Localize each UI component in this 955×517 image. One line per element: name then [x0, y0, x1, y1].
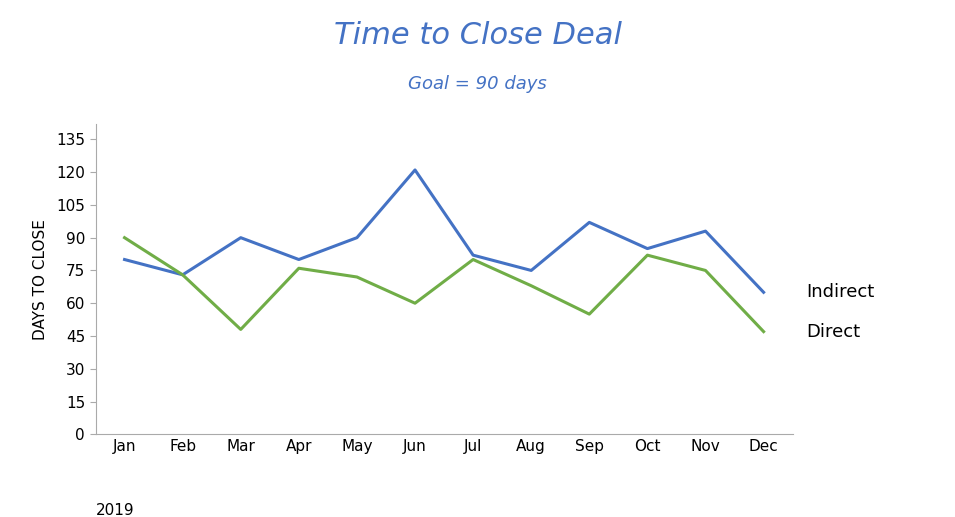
Text: Time to Close Deal: Time to Close Deal [333, 21, 622, 50]
Text: Indirect: Indirect [807, 283, 875, 301]
Text: 2019: 2019 [96, 503, 134, 517]
Text: Goal = 90 days: Goal = 90 days [408, 75, 547, 93]
Text: Direct: Direct [807, 323, 860, 341]
Y-axis label: DAYS TO CLOSE: DAYS TO CLOSE [32, 219, 48, 340]
